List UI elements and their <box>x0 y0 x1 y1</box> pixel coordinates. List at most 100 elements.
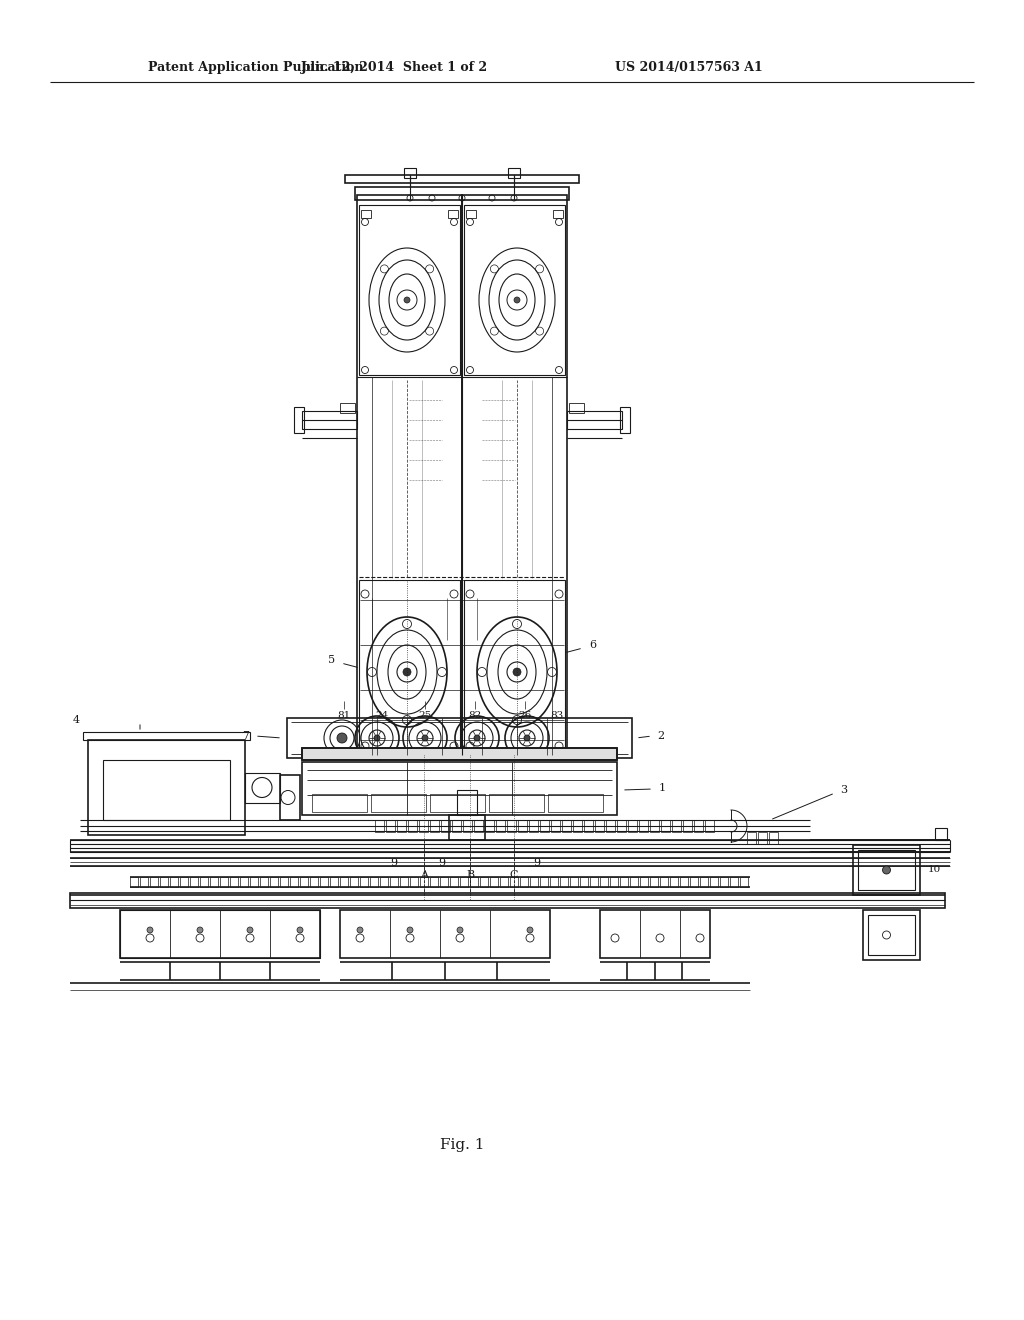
Bar <box>230 876 238 887</box>
Bar <box>359 205 460 375</box>
Bar <box>670 876 678 887</box>
Bar <box>360 876 368 887</box>
Text: 83: 83 <box>550 710 563 719</box>
Bar <box>720 876 728 887</box>
Text: 6: 6 <box>589 640 596 649</box>
Bar <box>375 820 384 832</box>
Bar <box>103 760 230 820</box>
Ellipse shape <box>247 927 253 933</box>
Bar <box>858 850 915 890</box>
Ellipse shape <box>374 735 380 741</box>
Ellipse shape <box>337 733 347 743</box>
Bar <box>441 820 450 832</box>
Bar <box>463 820 472 832</box>
Bar <box>180 876 188 887</box>
Bar <box>460 876 468 887</box>
Bar <box>294 407 304 433</box>
Bar <box>345 176 579 183</box>
Bar <box>120 909 319 958</box>
Ellipse shape <box>514 297 520 304</box>
Bar <box>680 876 688 887</box>
Bar <box>140 876 148 887</box>
Bar <box>610 876 618 887</box>
Bar <box>260 876 268 887</box>
Text: 3: 3 <box>840 785 847 795</box>
Ellipse shape <box>524 735 530 741</box>
Text: 82: 82 <box>468 710 481 719</box>
Bar <box>450 876 458 887</box>
Bar <box>355 187 569 201</box>
Bar <box>740 876 748 887</box>
Ellipse shape <box>357 927 362 933</box>
Bar <box>617 820 626 832</box>
Bar <box>640 876 648 887</box>
Bar <box>518 820 527 832</box>
Bar <box>290 876 298 887</box>
Bar <box>567 411 622 429</box>
Bar <box>340 403 355 413</box>
Bar <box>340 876 348 887</box>
Bar <box>710 876 718 887</box>
Text: 4: 4 <box>73 715 80 725</box>
Bar <box>130 876 138 887</box>
Bar <box>462 195 567 755</box>
Bar <box>430 795 485 812</box>
Bar <box>650 876 658 887</box>
Bar <box>600 876 608 887</box>
Bar <box>485 820 494 832</box>
Bar <box>489 795 544 812</box>
Bar <box>580 876 588 887</box>
Bar <box>400 876 408 887</box>
Bar <box>302 411 357 429</box>
Bar <box>440 876 449 887</box>
Bar <box>190 876 198 887</box>
Bar <box>359 579 460 752</box>
Bar <box>769 832 778 843</box>
Text: Jun. 12, 2014  Sheet 1 of 2: Jun. 12, 2014 Sheet 1 of 2 <box>301 62 488 74</box>
Bar <box>540 876 548 887</box>
Bar <box>449 814 485 840</box>
Ellipse shape <box>297 927 303 933</box>
Bar <box>150 876 158 887</box>
Bar <box>430 820 439 832</box>
Bar <box>210 876 218 887</box>
Bar <box>287 718 632 758</box>
Bar <box>464 579 565 752</box>
Bar <box>550 876 558 887</box>
Text: 81: 81 <box>337 710 350 719</box>
Bar <box>650 820 659 832</box>
Bar <box>758 832 767 843</box>
Bar <box>548 795 603 812</box>
Bar <box>240 876 248 887</box>
Bar <box>853 845 920 895</box>
Bar <box>319 876 328 887</box>
Bar <box>419 820 428 832</box>
Text: 9: 9 <box>438 858 445 869</box>
Bar <box>386 820 395 832</box>
Bar <box>390 876 398 887</box>
Bar <box>302 762 617 814</box>
Text: 7: 7 <box>242 731 249 741</box>
Text: 1: 1 <box>659 783 667 793</box>
Bar <box>683 820 692 832</box>
Ellipse shape <box>407 927 413 933</box>
Bar <box>457 789 477 814</box>
Bar <box>357 195 462 755</box>
Text: 25: 25 <box>419 710 432 719</box>
Ellipse shape <box>422 735 428 741</box>
Bar <box>694 820 703 832</box>
Bar <box>160 876 168 887</box>
Bar <box>606 820 615 832</box>
Bar <box>470 876 478 887</box>
Bar <box>540 820 549 832</box>
Bar <box>530 876 538 887</box>
Text: US 2014/0157563 A1: US 2014/0157563 A1 <box>615 62 763 74</box>
Bar <box>672 820 681 832</box>
Bar <box>83 733 250 741</box>
Bar <box>397 820 406 832</box>
Bar <box>312 795 367 812</box>
Text: A: A <box>420 870 428 880</box>
Bar <box>449 210 458 218</box>
Text: 26: 26 <box>518 710 531 719</box>
Bar <box>340 909 550 958</box>
